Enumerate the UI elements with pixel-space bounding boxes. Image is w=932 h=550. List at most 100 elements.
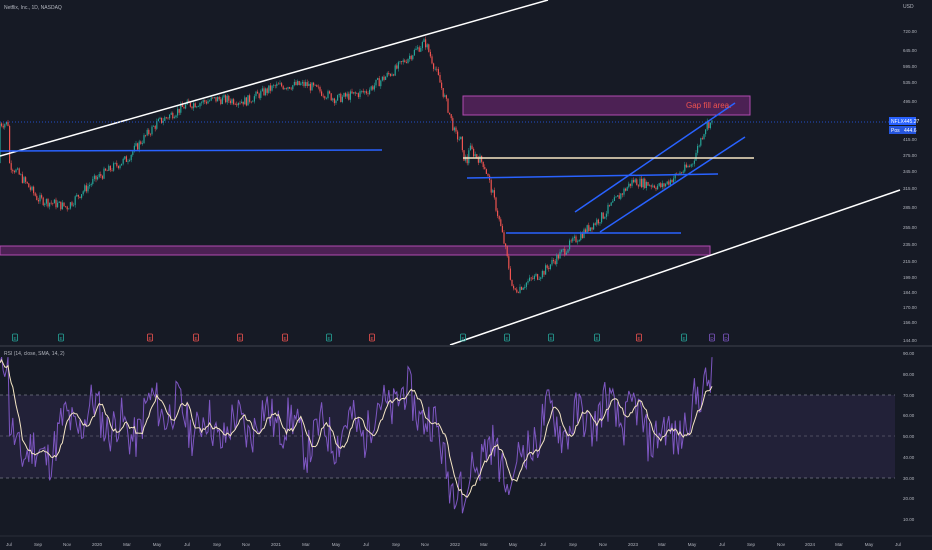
svg-text:E: E	[194, 336, 197, 341]
candle-body	[441, 82, 443, 88]
svg-text:D: D	[724, 336, 728, 341]
candle-body	[105, 168, 107, 171]
earnings-marker[interactable]: D	[709, 333, 715, 342]
earnings-marker[interactable]: E	[58, 333, 64, 342]
earnings-marker[interactable]: E	[193, 333, 199, 342]
svg-text:E: E	[283, 336, 286, 341]
candle-body	[543, 271, 545, 275]
candle-body	[453, 127, 455, 131]
candle-body	[289, 87, 291, 89]
candle-body	[428, 44, 430, 52]
candle-body	[407, 58, 409, 63]
time-tick-label: Jul	[6, 542, 12, 547]
candle-body	[393, 74, 395, 76]
candle-body	[626, 187, 628, 191]
candle-body	[674, 173, 676, 179]
candle-body	[305, 82, 307, 86]
candle-body	[306, 82, 308, 87]
candle-body	[385, 76, 387, 80]
candle-body	[229, 100, 231, 104]
candle-body	[497, 210, 499, 217]
candle-body	[154, 126, 156, 129]
candle-body	[101, 175, 103, 179]
candle-body	[633, 180, 635, 183]
candle-body	[537, 274, 539, 280]
rsi-tick-label: 30.00	[903, 476, 915, 481]
candle-body	[2, 125, 4, 128]
rsi-tick-label: 80.00	[903, 372, 915, 377]
candle-body	[468, 150, 470, 164]
candle-body	[314, 84, 316, 86]
earnings-marker[interactable]: E	[326, 333, 332, 342]
candle-body	[517, 292, 519, 293]
time-tick-label: Nov	[421, 542, 430, 547]
candle-body	[591, 227, 593, 230]
earnings-marker[interactable]: E	[12, 333, 18, 342]
earnings-marker[interactable]: E	[460, 333, 466, 342]
candle-body	[564, 248, 566, 255]
time-tick-label: Nov	[63, 542, 72, 547]
candle-body	[433, 63, 435, 69]
price-tick-label: 495.00	[903, 99, 917, 104]
candle-body	[266, 88, 268, 93]
candle-body	[492, 190, 494, 193]
candle-body	[479, 155, 481, 163]
candle-body	[276, 83, 278, 87]
earnings-marker[interactable]: E	[237, 333, 243, 342]
candle-body	[53, 199, 55, 204]
earnings-marker[interactable]: E	[369, 333, 375, 342]
candle-body	[639, 178, 641, 187]
earnings-marker[interactable]: D	[723, 333, 729, 342]
candle-body	[501, 226, 503, 233]
earnings-marker[interactable]: E	[504, 333, 510, 342]
candle-body	[0, 123, 1, 164]
candle-body	[697, 145, 699, 153]
candle-body	[620, 193, 622, 199]
candle-body	[15, 169, 17, 173]
candle-body	[140, 141, 142, 144]
earnings-marker[interactable]: E	[636, 333, 642, 342]
candle-body	[559, 251, 561, 259]
candle-body	[113, 163, 115, 171]
candle-body	[652, 185, 654, 187]
earnings-marker[interactable]: E	[282, 333, 288, 342]
svg-text:E: E	[327, 336, 330, 341]
earnings-marker[interactable]: E	[681, 333, 687, 342]
candle-body	[609, 204, 611, 206]
candle-body	[473, 148, 475, 157]
candle-body	[593, 223, 595, 230]
candle-body	[586, 225, 588, 233]
earnings-marker[interactable]: E	[548, 333, 554, 342]
earnings-marker[interactable]: E	[594, 333, 600, 342]
candle-body	[17, 168, 19, 170]
svg-text:E: E	[148, 336, 151, 341]
candle-body	[463, 150, 465, 161]
candle-body	[284, 88, 286, 90]
time-tick-label: May	[509, 542, 518, 547]
candle-body	[234, 104, 236, 105]
candle-body	[143, 135, 145, 144]
candle-body	[148, 129, 150, 135]
candle-body	[343, 93, 345, 97]
candle-body	[535, 274, 537, 276]
candle-body	[260, 91, 262, 98]
candle-body	[405, 61, 407, 63]
price-tick-label: 595.00	[903, 64, 917, 69]
candle-body	[553, 259, 555, 262]
candle-body	[346, 93, 348, 97]
candle-body	[380, 80, 382, 87]
candle-body	[34, 193, 36, 196]
candle-body	[668, 181, 670, 185]
candle-body	[572, 238, 574, 242]
time-tick-label: Sep	[392, 542, 401, 547]
earnings-marker[interactable]: E	[147, 333, 153, 342]
candle-body	[293, 81, 295, 86]
candle-body	[577, 241, 579, 243]
rsi-tick-label: 90.00	[903, 351, 915, 356]
candle-body	[679, 172, 681, 175]
candle-body	[7, 121, 9, 126]
candle-body	[173, 117, 175, 119]
position-badge	[889, 126, 916, 134]
candle-body	[23, 177, 25, 183]
last-price-badge	[889, 117, 916, 125]
